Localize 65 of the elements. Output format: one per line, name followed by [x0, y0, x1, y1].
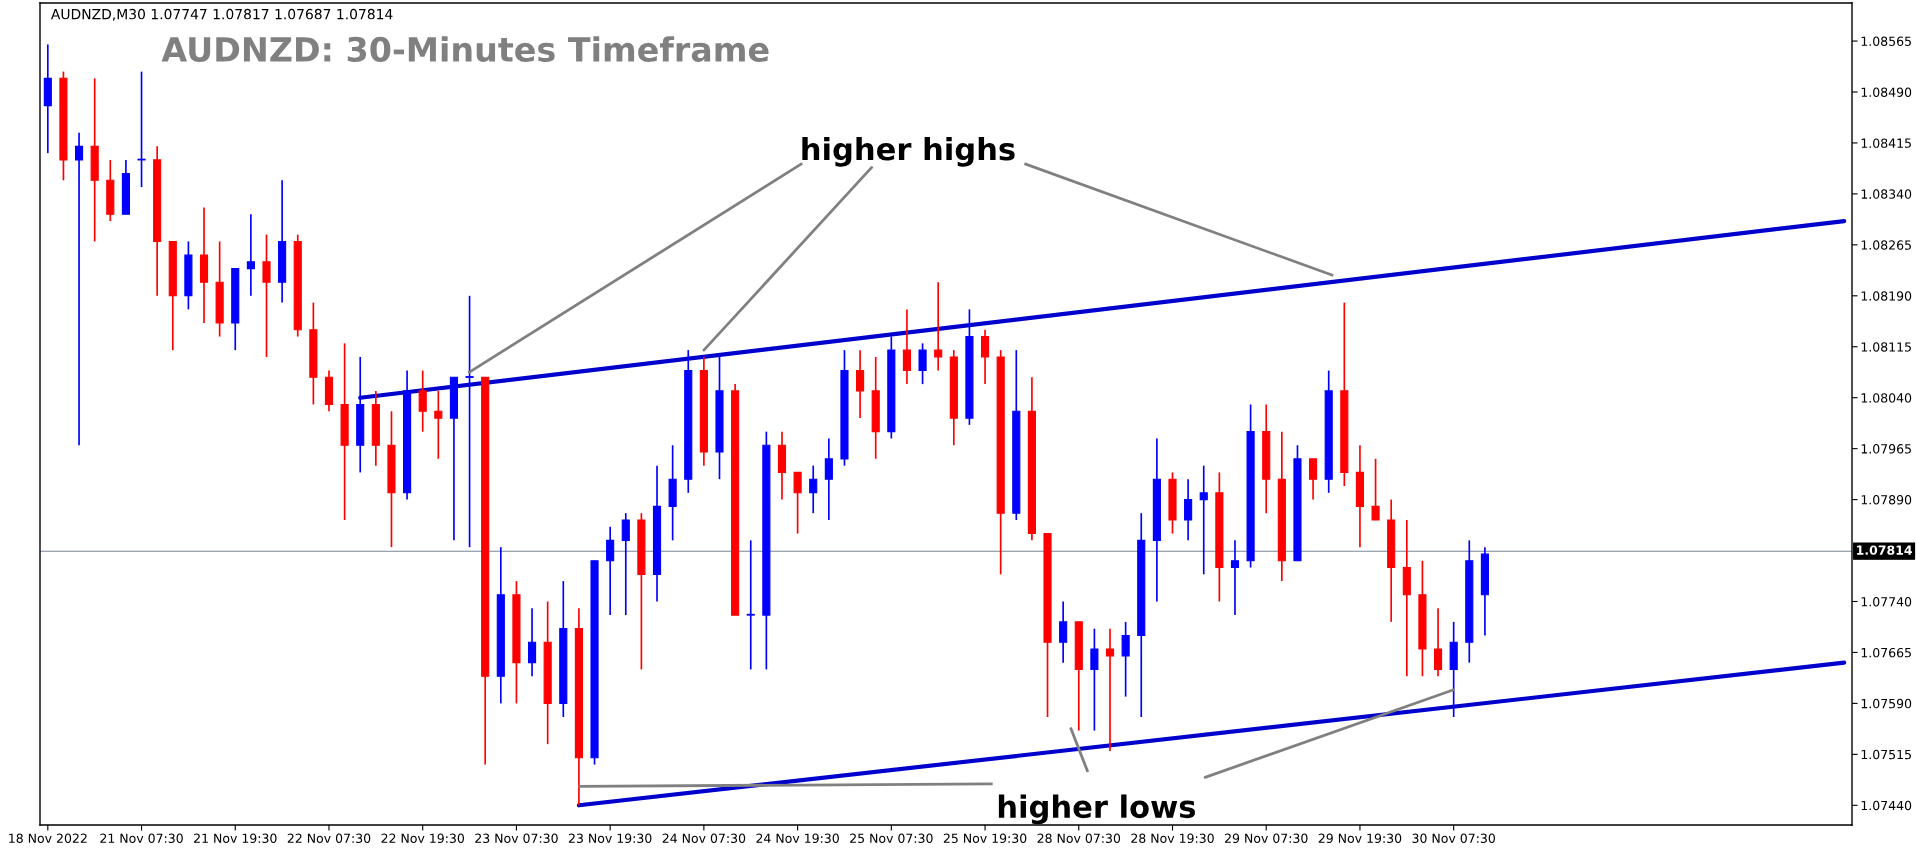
- x-tick-label: 24 Nov 19:30: [756, 833, 839, 844]
- candlestick: [1184, 478, 1193, 542]
- x-tick-label: 29 Nov 07:30: [1225, 833, 1308, 844]
- candlestick: [1433, 607, 1443, 678]
- candlestick: [465, 294, 474, 548]
- candlestick: [746, 539, 755, 671]
- candlestick: [1105, 627, 1115, 752]
- candlestick: [418, 369, 427, 433]
- candlestick: [1230, 539, 1240, 616]
- candlestick: [934, 281, 943, 372]
- x-tick-label: 24 Nov 07:30: [662, 833, 746, 844]
- candlestick: [137, 70, 146, 188]
- candlestick: [1199, 464, 1208, 576]
- candlestick: [621, 512, 630, 616]
- y-tick-label: 1.08040: [1861, 393, 1912, 403]
- candlestick: [606, 525, 615, 616]
- candlestick: [980, 328, 990, 385]
- candlestick: [262, 233, 271, 358]
- candlestick: [856, 349, 865, 419]
- y-tick-label: 1.07440: [1861, 800, 1912, 811]
- x-tick-label: 30 Nov 07:30: [1412, 833, 1495, 844]
- x-tick-label: 22 Nov 07:30: [287, 833, 371, 844]
- candlestick: [918, 342, 927, 385]
- y-tick-label: 1.07665: [1861, 647, 1911, 658]
- x-tick-label: 28 Nov 19:30: [1131, 833, 1214, 844]
- y-tick-label: 1.07740: [1861, 596, 1912, 607]
- candlestick: [1059, 600, 1068, 664]
- x-tick-label: 28 Nov 07:30: [1037, 833, 1121, 844]
- x-tick-label: 18 Nov 2022: [9, 833, 87, 844]
- text: AUDNZD: 30-Minutes Timeframe: [161, 36, 769, 62]
- candlestick: [1371, 458, 1380, 521]
- y-tick-label: 1.08190: [1861, 291, 1912, 301]
- x-tick-label: 21 Nov 07:30: [100, 833, 183, 844]
- annotation: higher lows: [998, 794, 1196, 825]
- candlestick: [527, 607, 537, 678]
- candlestick: [1121, 621, 1130, 698]
- candlestick: [74, 131, 84, 447]
- x-tick-label: 23 Nov 19:30: [568, 833, 652, 844]
- candlestick: [434, 390, 443, 460]
- y-tick-label: 1.08340: [1861, 189, 1912, 199]
- x-tick-label: 22 Nov 19:30: [381, 833, 465, 844]
- y-tick-label: 1.07890: [1861, 495, 1912, 505]
- ref-line-label: 1.07814: [1857, 545, 1912, 555]
- y-tick-label: 1.07515: [1861, 749, 1911, 760]
- candlestick: [793, 471, 802, 535]
- candlestick: [1309, 458, 1318, 501]
- y-tick-label: 1.08115: [1861, 342, 1911, 352]
- y-tick-label: 1.08265: [1861, 240, 1911, 250]
- y-tick-label: 1.08490: [1861, 87, 1912, 97]
- candlestick: [809, 464, 818, 515]
- x-tick-label: 25 Nov 19:30: [943, 833, 1027, 844]
- x-tick-label: 23 Nov 07:30: [475, 833, 558, 844]
- y-tick-label: 1.08565: [1861, 36, 1911, 46]
- y-tick-label: 1.07590: [1861, 698, 1912, 709]
- annotation: AUDNZD,M30 1.07747 1.07817 1.07687 1.07814: [50, 8, 393, 21]
- candlestick: [246, 213, 255, 297]
- x-tick-label: 21 Nov 19:30: [194, 833, 277, 844]
- candlestick: [1090, 627, 1099, 732]
- candlestick: [902, 308, 912, 385]
- candlestick: [824, 437, 833, 521]
- x-tick-label: 25 Nov 07:30: [850, 833, 933, 844]
- y-tick-label: 1.08415: [1861, 138, 1911, 148]
- annotation: higher highs: [802, 136, 1015, 167]
- y-tick-label: 1.07965: [1861, 444, 1911, 454]
- x-tick-label: 29 Nov 19:30: [1318, 833, 1402, 844]
